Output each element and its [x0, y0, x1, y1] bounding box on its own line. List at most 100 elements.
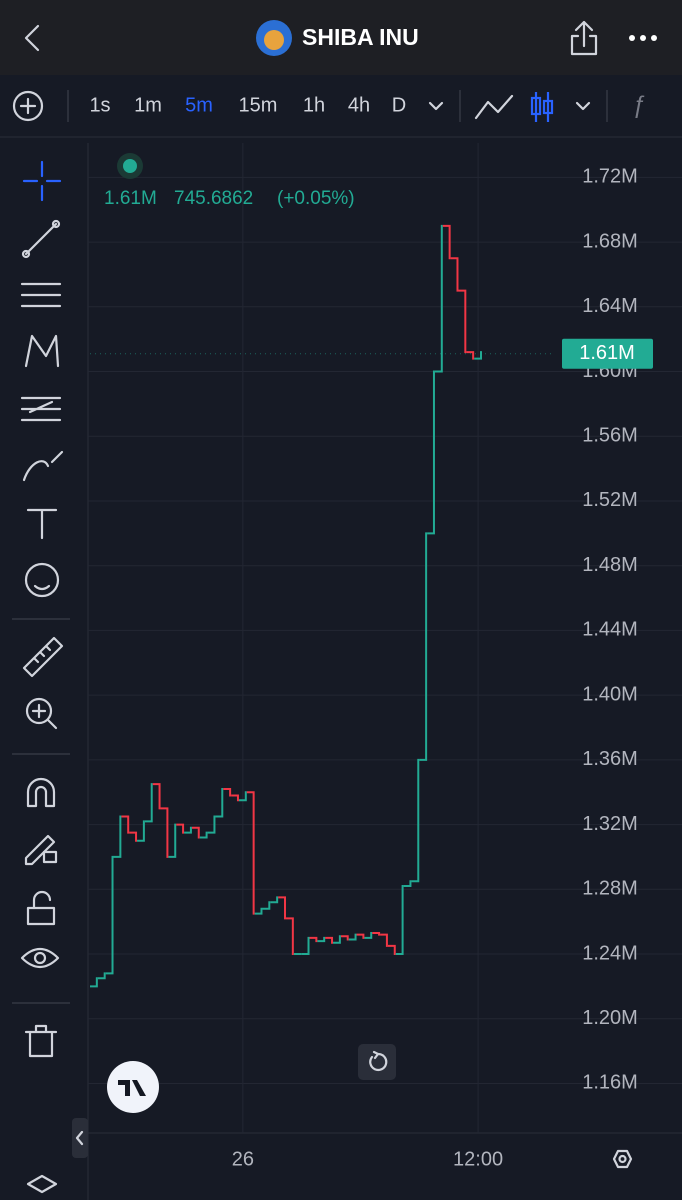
candle [90, 977, 98, 988]
candle [144, 783, 153, 823]
interval-button[interactable]: 5m [185, 94, 213, 116]
candle [207, 815, 216, 834]
interval-button[interactable]: 1h [303, 94, 325, 116]
candle [215, 787, 224, 818]
chart-type-dropdown[interactable] [575, 101, 591, 111]
reset-button[interactable] [358, 1044, 396, 1080]
x-tick-label: 26 [232, 1148, 254, 1170]
tool-dividers [12, 618, 70, 1004]
candle [231, 794, 239, 802]
candle [262, 901, 271, 910]
candle [317, 936, 326, 943]
legend-change: (+0.05%) [277, 188, 355, 209]
share-button[interactable] [570, 20, 598, 56]
tradingview-logo[interactable] [107, 1061, 159, 1113]
candle [419, 532, 428, 761]
back-button[interactable] [24, 24, 40, 52]
tradingview-mark [118, 1080, 146, 1096]
interval-button[interactable]: 15m [239, 94, 278, 116]
settings-dot [618, 1154, 627, 1164]
candle [450, 257, 459, 292]
y-tick-label: 1.24M [582, 942, 638, 964]
add-indicator[interactable] [12, 90, 44, 122]
last-price-box [562, 338, 653, 369]
y-tick-label: 1.16M [582, 1072, 638, 1094]
y-tick-label: 1.48M [582, 554, 638, 576]
candle [427, 370, 435, 535]
candle [223, 787, 232, 797]
candle [442, 224, 451, 260]
candle [466, 351, 475, 360]
y-tick-label: 1.44M [582, 619, 638, 641]
candle [191, 826, 200, 839]
y-tick-label: 1.56M [582, 425, 638, 447]
candle [270, 896, 279, 904]
candle [333, 935, 341, 944]
settings-button[interactable] [612, 1149, 633, 1169]
live-indicator [123, 159, 137, 173]
candle [434, 224, 443, 373]
y-tick-label: 1.40M [582, 683, 638, 705]
candle [278, 896, 286, 920]
candle [121, 815, 130, 834]
candle-chart-button[interactable] [530, 92, 554, 122]
fx-button[interactable]: ƒ [632, 91, 645, 118]
candle [152, 783, 161, 810]
interval-button[interactable]: 4h [348, 94, 370, 116]
candle [160, 807, 169, 858]
candle [372, 931, 381, 936]
candle [301, 936, 310, 956]
title: SHIBA INU [302, 24, 419, 50]
coin-logo-face [264, 30, 284, 50]
candle [246, 791, 255, 915]
y-tick-label: 1.72M [582, 166, 638, 188]
candle [105, 855, 114, 975]
line-chart-button[interactable] [474, 94, 514, 120]
drawing-tools[interactable] [20, 160, 64, 1194]
candle [97, 972, 106, 980]
x-tick-label: 12:00 [453, 1148, 503, 1170]
interval-button[interactable]: D [392, 94, 406, 116]
candle [348, 933, 357, 941]
candle [184, 826, 192, 834]
interval-list: 1s 1m 5m 15m 1h 4h D [89, 94, 406, 116]
candle [474, 351, 482, 360]
reset-icon [369, 1050, 388, 1072]
candle [199, 831, 208, 839]
candle [309, 936, 318, 943]
interval-button[interactable]: 1m [134, 94, 162, 116]
more-button[interactable] [629, 35, 657, 41]
last-price-label: 1.61M [579, 342, 635, 364]
candle [458, 289, 467, 354]
y-tick-label: 1.32M [582, 813, 638, 835]
candle [129, 831, 138, 842]
candle [113, 815, 122, 858]
interval-button[interactable]: 1s [89, 94, 110, 116]
candle [411, 758, 420, 883]
y-tick-label: 1.36M [582, 748, 638, 770]
interval-dropdown[interactable] [428, 101, 444, 111]
candle [356, 933, 365, 939]
y-tick-label: 1.52M [582, 489, 638, 511]
collapse-tab[interactable] [72, 1118, 88, 1158]
candle [254, 907, 263, 915]
y-tick-label: 1.64M [582, 295, 638, 317]
legend-volume: 745.6862 [174, 188, 253, 209]
candle [286, 917, 294, 956]
toolbar [0, 76, 682, 136]
candle [176, 823, 185, 834]
header-bar [0, 0, 682, 75]
candle [168, 823, 177, 858]
candle [395, 885, 404, 956]
y-tick-label: 1.20M [582, 1007, 638, 1029]
candle [325, 936, 334, 944]
grid [88, 143, 682, 1133]
y-tick-label: 1.28M [582, 878, 638, 900]
candle [364, 931, 373, 939]
candle [238, 791, 247, 802]
candle [340, 935, 349, 941]
candle [137, 820, 145, 842]
